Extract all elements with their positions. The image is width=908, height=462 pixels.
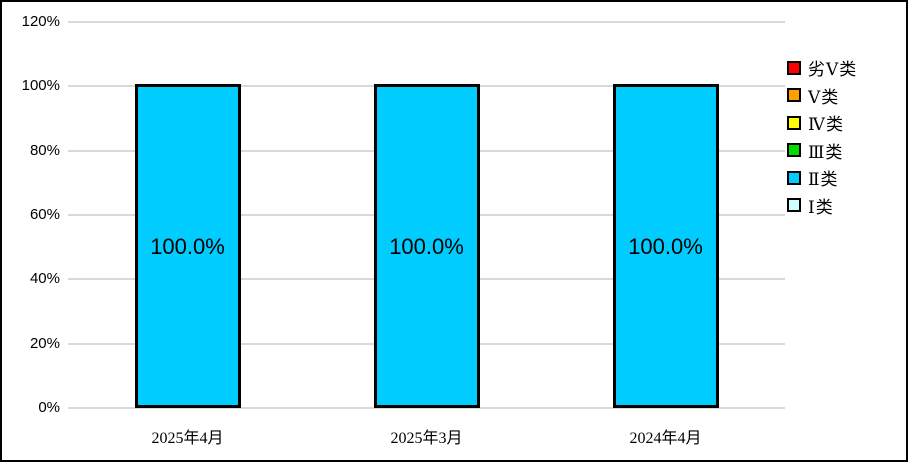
legend-item-label: Ⅱ类: [808, 170, 839, 190]
legend-item-label: Ⅰ类: [808, 197, 834, 217]
x-axis-category-label: 2025年3月: [390, 430, 463, 447]
y-axis-tick-label: 20%: [29, 334, 60, 352]
chart-legend: 劣Ⅴ类 Ⅴ类 Ⅳ类 Ⅲ类 Ⅱ类 Ⅰ类: [787, 54, 857, 219]
bar-value-label: 100.0%: [150, 234, 225, 260]
y-axis-tick-label: 100%: [21, 77, 60, 95]
x-axis-category-label: 2024年4月: [629, 430, 702, 447]
y-axis-tick-label: 80%: [29, 141, 60, 159]
bar-column: [612, 84, 719, 408]
legend-item-label: Ⅴ类: [808, 87, 840, 107]
bar-column: [134, 84, 241, 408]
legend-swatch: [787, 143, 801, 158]
x-axis-line: [68, 407, 785, 409]
legend-item: Ⅲ类: [787, 137, 857, 165]
legend-item: Ⅴ类: [787, 82, 857, 110]
y-axis-tick-label: 0%: [38, 399, 60, 416]
y-axis-tick-label: 40%: [29, 270, 60, 288]
legend-item: Ⅳ类: [787, 109, 857, 137]
bar-column: [373, 84, 480, 408]
legend-item-label: 劣Ⅴ类: [808, 60, 858, 80]
legend-item: Ⅱ类: [787, 164, 857, 192]
legend-item-label: Ⅲ类: [808, 142, 844, 162]
bar-value-label: 100.0%: [628, 234, 703, 260]
legend-swatch: [787, 60, 801, 75]
legend-swatch: [787, 198, 801, 213]
legend-item: Ⅰ类: [787, 192, 857, 220]
legend-swatch: [787, 170, 801, 185]
legend-swatch: [787, 115, 801, 130]
x-axis-category-label: 2025年4月: [151, 430, 224, 447]
bar-value-label: 100.0%: [389, 234, 464, 260]
legend-item: 劣Ⅴ类: [787, 54, 857, 82]
legend-item-label: Ⅳ类: [808, 115, 844, 135]
gridline: [68, 21, 785, 23]
y-axis-tick-label: 120%: [21, 13, 60, 30]
legend-swatch: [787, 88, 801, 103]
y-axis-tick-label: 60%: [29, 206, 60, 223]
